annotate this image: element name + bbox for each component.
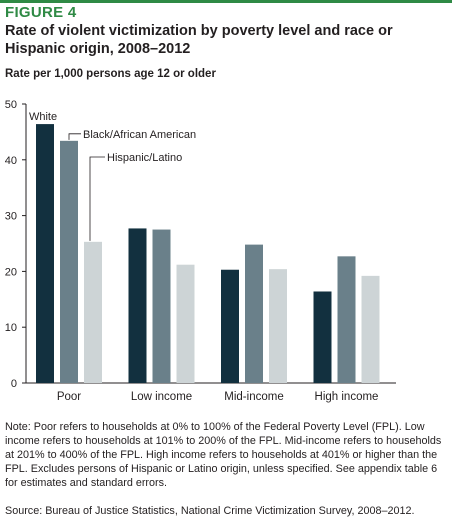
bar-mid-income-0 xyxy=(221,269,239,383)
series-leader-black xyxy=(68,133,81,140)
y-tick-label: 20 xyxy=(5,266,17,278)
bar-low-income-0 xyxy=(128,228,147,383)
x-category-label: Poor xyxy=(57,391,81,403)
bar-high-income-1 xyxy=(337,256,356,383)
bar-low-income-2 xyxy=(176,264,195,383)
figure-label: FIGURE 4 xyxy=(5,4,77,21)
bar-poor-0 xyxy=(36,124,54,383)
chart-note: Note: Poor refers to households at 0% to… xyxy=(5,421,442,489)
bar-chart: 0 10 20 30 40 50 Poor Low income Mid-income High… xyxy=(5,99,396,403)
bar-poor-2 xyxy=(84,241,102,383)
y-tick-label: 40 xyxy=(5,155,17,167)
y-tick-label: 30 xyxy=(5,211,17,223)
bar-low-income-1 xyxy=(152,229,171,383)
bar-poor-1 xyxy=(60,140,78,383)
y-axis-label: Rate per 1,000 persons age 12 or older xyxy=(5,68,216,80)
chart-source: Source: Bureau of Justice Statistics, Na… xyxy=(5,505,415,517)
series-label-white: White xyxy=(29,111,57,123)
bar-mid-income-2 xyxy=(269,269,287,383)
series-label-hispanic: Hispanic/Latino xyxy=(107,152,182,164)
y-tick-label: 50 xyxy=(5,99,17,111)
series-leader-hispanic xyxy=(89,156,105,241)
figure-top-rule xyxy=(0,0,452,3)
series-label-black: Black/African American xyxy=(83,129,196,141)
bar-mid-income-1 xyxy=(245,244,263,383)
chart-title: Rate of violent victimization by poverty… xyxy=(5,23,393,57)
bar-high-income-0 xyxy=(313,291,332,383)
x-category-label: High income xyxy=(315,391,379,403)
y-tick-label: 10 xyxy=(5,322,17,334)
x-category-label: Low income xyxy=(131,391,192,403)
y-tick-label: 0 xyxy=(11,378,17,390)
bar-high-income-2 xyxy=(361,275,380,383)
x-category-label: Mid-income xyxy=(224,391,283,403)
